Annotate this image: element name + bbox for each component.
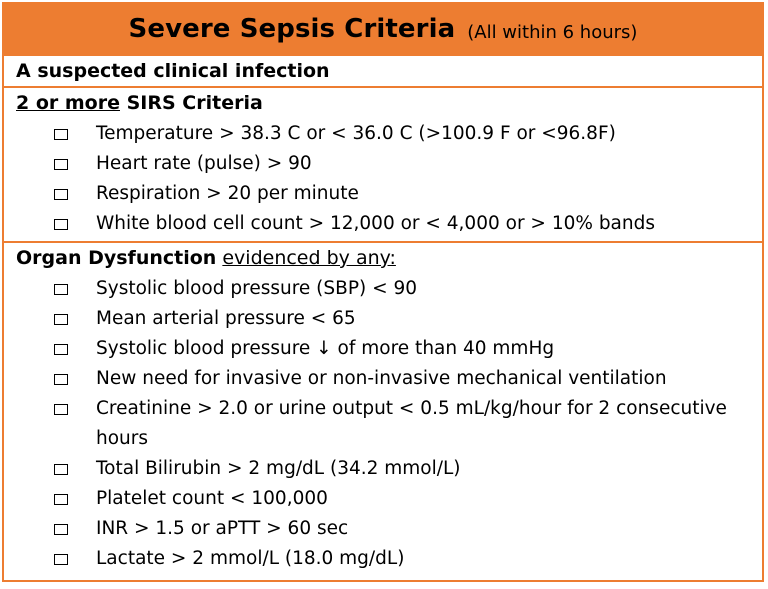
checkbox-icon[interactable] [54,159,68,170]
infection-row: A suspected clinical infection [4,56,762,88]
criterion-text: Respiration > 20 per minute [96,183,359,204]
sirs-label: SIRS Criteria [119,92,263,114]
organ-qualifier: evidenced by any: [222,247,396,269]
criterion-text: Heart rate (pulse) > 90 [96,153,312,174]
checkbox-icon[interactable] [54,344,68,355]
checkbox-icon[interactable] [54,404,68,415]
checkbox-icon[interactable] [54,189,68,200]
criterion-item: Systolic blood pressure ↓ of more than 4… [4,334,762,364]
criterion-item: New need for invasive or non-invasive me… [4,364,762,394]
criteria-box: Severe Sepsis Criteria (All within 6 hou… [2,2,764,582]
criterion-text: Creatinine > 2.0 or urine output < 0.5 m… [96,398,727,449]
page-title: Severe Sepsis Criteria [128,14,456,44]
checkbox-icon[interactable] [54,374,68,385]
criterion-item: Respiration > 20 per minute [4,179,762,209]
header-bar: Severe Sepsis Criteria (All within 6 hou… [4,4,762,56]
criterion-text: Temperature > 38.3 C or < 36.0 C (>100.9… [96,123,616,144]
organ-list: Systolic blood pressure (SBP) < 90 Mean a… [4,274,762,574]
page-subtitle: (All within 6 hours) [467,21,638,43]
criterion-item: Systolic blood pressure (SBP) < 90 [4,274,762,304]
checkbox-icon[interactable] [54,219,68,230]
sirs-heading: 2 or more SIRS Criteria [4,88,762,119]
criterion-text: INR > 1.5 or aPTT > 60 sec [96,518,349,539]
criterion-text: Platelet count < 100,000 [96,488,328,509]
criterion-text: Total Bilirubin > 2 mg/dL (34.2 mmol/L) [96,458,461,479]
criterion-item: Temperature > 38.3 C or < 36.0 C (>100.9… [4,119,762,149]
criterion-item: White blood cell count > 12,000 or < 4,0… [4,209,762,239]
organ-label: Organ Dysfunction [16,247,217,269]
criterion-item: INR > 1.5 or aPTT > 60 sec [4,514,762,544]
organ-section: Organ Dysfunction evidenced by any: Syst… [4,243,762,574]
sirs-count-label: 2 or more [16,92,120,114]
criterion-item: Platelet count < 100,000 [4,484,762,514]
criterion-text: Lactate > 2 mmol/L (18.0 mg/dL) [96,548,405,569]
checkbox-icon[interactable] [54,284,68,295]
criterion-text: Systolic blood pressure (SBP) < 90 [96,278,417,299]
sirs-section: 2 or more SIRS Criteria Temperature > 38… [4,88,762,243]
checkbox-icon[interactable] [54,314,68,325]
checkbox-icon[interactable] [54,554,68,565]
criterion-text: White blood cell count > 12,000 or < 4,0… [96,213,656,234]
organ-heading: Organ Dysfunction evidenced by any: [4,243,762,274]
criterion-text: New need for invasive or non-invasive me… [96,368,667,389]
checkbox-icon[interactable] [54,129,68,140]
criterion-text: Mean arterial pressure < 65 [96,308,356,329]
checkbox-icon[interactable] [54,494,68,505]
criterion-item: Creatinine > 2.0 or urine output < 0.5 m… [4,394,762,454]
criterion-item: Heart rate (pulse) > 90 [4,149,762,179]
criterion-item: Total Bilirubin > 2 mg/dL (34.2 mmol/L) [4,454,762,484]
sirs-list: Temperature > 38.3 C or < 36.0 C (>100.9… [4,119,762,239]
checkbox-icon[interactable] [54,524,68,535]
criterion-text: Systolic blood pressure ↓ of more than 4… [96,338,555,359]
checkbox-icon[interactable] [54,464,68,475]
criterion-item: Mean arterial pressure < 65 [4,304,762,334]
criterion-item: Lactate > 2 mmol/L (18.0 mg/dL) [4,544,762,574]
